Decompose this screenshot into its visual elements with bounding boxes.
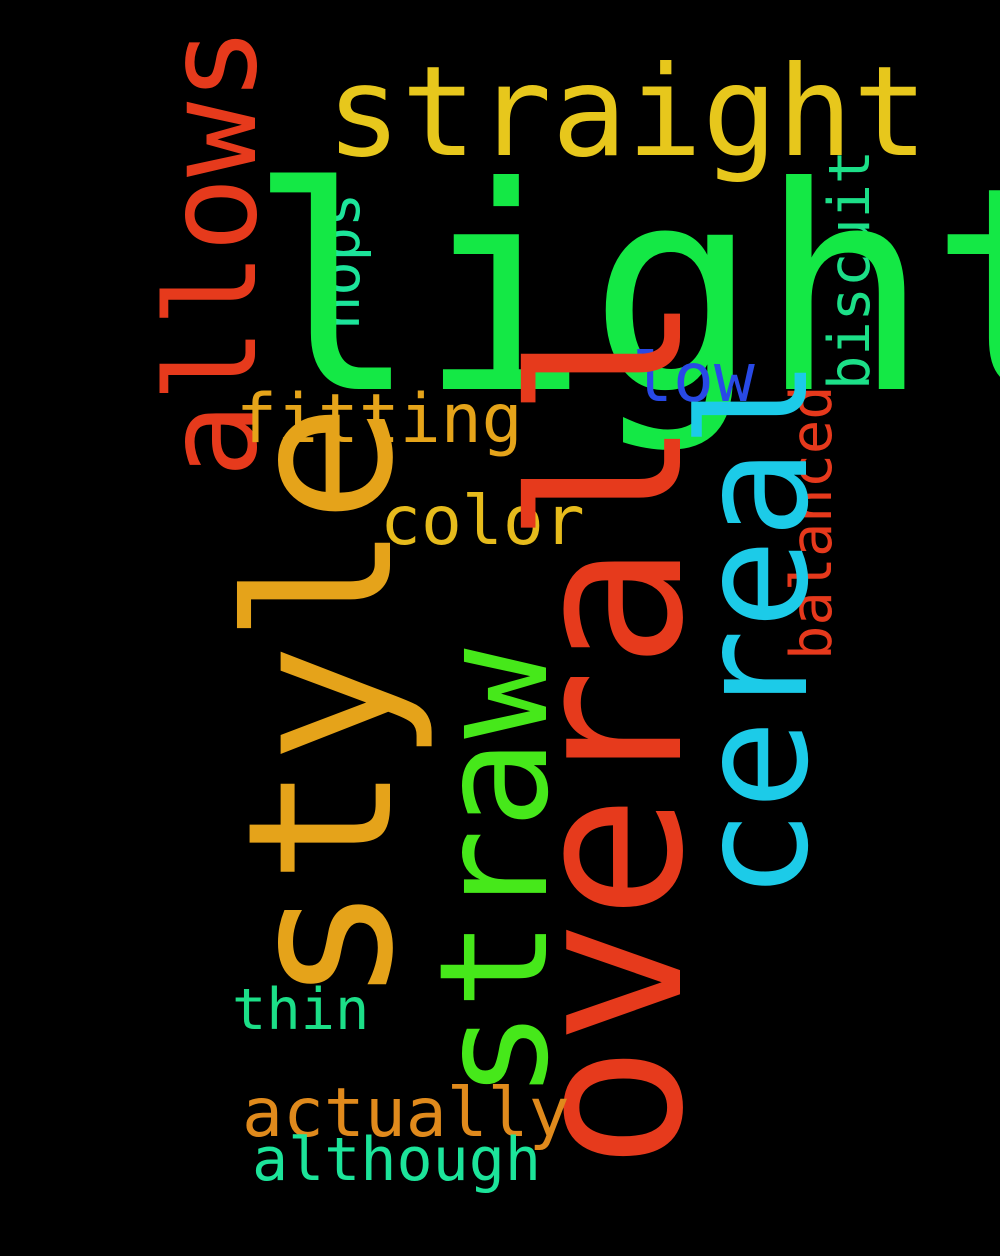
word-although: although — [252, 1125, 541, 1195]
word-low: low — [632, 339, 755, 418]
word-fitting: fitting — [236, 380, 523, 459]
word-thin: thin — [232, 977, 370, 1043]
word-style: style — [205, 402, 438, 1005]
word-light: light — [248, 126, 1000, 456]
word-overall: overall — [488, 293, 730, 1170]
word-color: color — [380, 482, 585, 561]
word-straight: straight — [326, 40, 929, 185]
word-actually: actually — [242, 1074, 570, 1153]
